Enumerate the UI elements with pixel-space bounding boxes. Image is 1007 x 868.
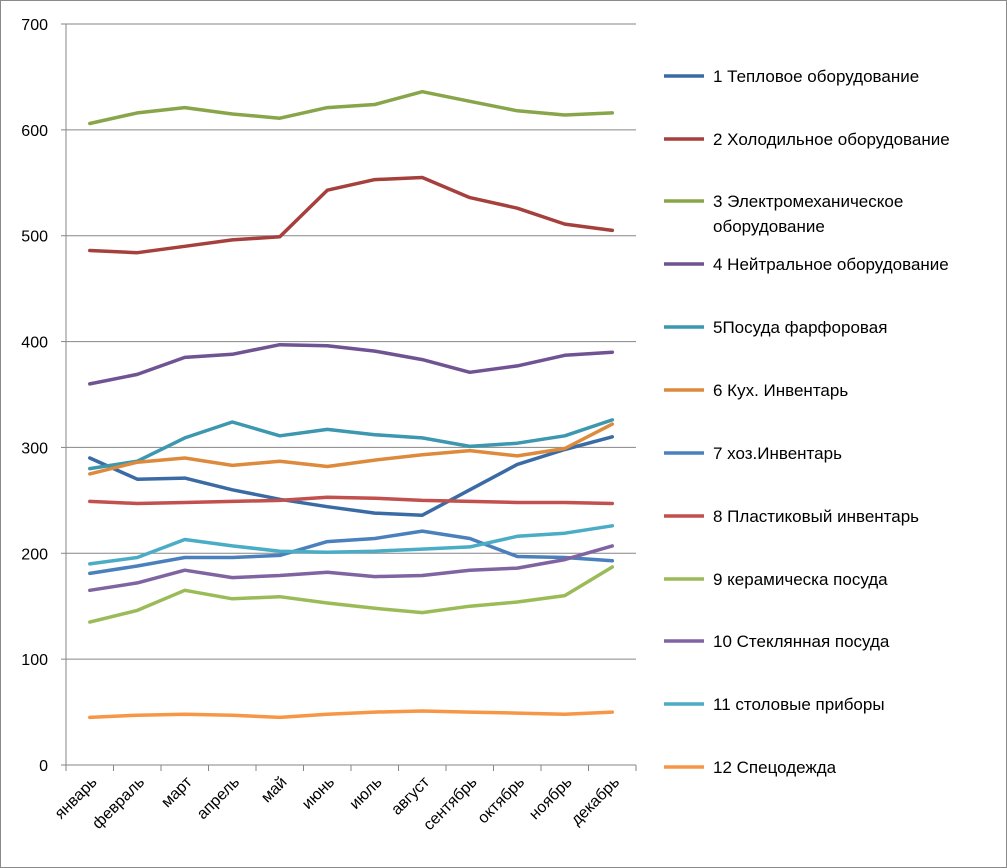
legend-item: 2 Холодильное оборудование (664, 130, 950, 149)
legend-item: 9 керамическа посуда (664, 570, 888, 589)
series-line-6 (88, 422, 615, 476)
y-tick-label: 400 (21, 335, 48, 352)
y-tick-label: 300 (21, 440, 48, 457)
x-tick-label: июль (346, 774, 385, 813)
x-tick-label: август (388, 773, 433, 818)
legend-label: 11 столовые приборы (713, 695, 885, 714)
legend-label: 4 Нейтральное оборудование (713, 255, 949, 274)
y-tick-label: 100 (21, 652, 48, 669)
legend-label: 3 Электромеханическое (713, 192, 903, 211)
series-line-2 (88, 175, 615, 255)
y-tick-label: 200 (21, 546, 48, 563)
legend-item: 6 Кух. Инвентарь (664, 381, 848, 400)
series-line-11 (88, 524, 615, 566)
x-tick-label: декабрь (568, 774, 623, 829)
x-tick-label: октябрь (475, 774, 528, 827)
x-tick-label: апрель (194, 774, 243, 823)
y-tick-label: 0 (39, 758, 48, 775)
legend-label: 1 Тепловое оборудование (713, 67, 919, 86)
y-tick-label: 700 (21, 17, 48, 34)
legend-label: 10 Стеклянная посуда (713, 632, 890, 651)
legend-item: 10 Стеклянная посуда (664, 632, 890, 651)
legend-item: 3 Электромеханическое оборудование (664, 192, 903, 236)
legend-item: 11 столовые приборы (664, 695, 885, 714)
y-axis-tick-labels: 0 100 200 300 400 500 600 700 (21, 17, 48, 775)
series-lines (88, 89, 615, 720)
x-tick-label: май (258, 774, 290, 806)
legend: 1 Тепловое оборудование 2 Холодильное обо… (664, 67, 950, 777)
legend-label: 2 Холодильное оборудование (713, 130, 950, 149)
series-line-1 (88, 435, 615, 517)
legend-item: 4 Нейтральное оборудование (664, 255, 949, 274)
series-line-8 (88, 495, 615, 506)
legend-label: 12 Спецодежда (713, 758, 837, 777)
legend-label: 5Посуда фарфоровая (713, 318, 887, 337)
axes (61, 23, 637, 771)
y-tick-label: 600 (21, 123, 48, 140)
series-line-3 (88, 89, 615, 126)
legend-label: 9 керамическа посуда (713, 570, 888, 589)
x-tick-label: февраль (89, 774, 148, 833)
series-line-9 (88, 565, 615, 624)
legend-label: оборудование (713, 217, 825, 236)
series-line-10 (88, 544, 615, 593)
series-line-7 (88, 529, 615, 576)
series-line-5 (88, 418, 615, 471)
gridlines (66, 23, 636, 660)
legend-item: 7 хоз.Инвентарь (664, 444, 842, 463)
y-tick-label: 500 (21, 229, 48, 246)
legend-item: 1 Тепловое оборудование (664, 67, 919, 86)
x-tick-label: июнь (299, 774, 338, 813)
legend-label: 6 Кух. Инвентарь (713, 381, 848, 400)
series-line-12 (88, 709, 615, 720)
series-line-4 (88, 342, 615, 386)
x-tick-label: март (158, 773, 196, 811)
legend-label: 8 Пластиковый инвентарь (713, 507, 919, 526)
legend-label: 7 хоз.Инвентарь (713, 444, 842, 463)
legend-item: 8 Пластиковый инвентарь (664, 507, 919, 526)
legend-item: 5Посуда фарфоровая (664, 318, 887, 337)
legend-item: 12 Спецодежда (664, 758, 837, 777)
